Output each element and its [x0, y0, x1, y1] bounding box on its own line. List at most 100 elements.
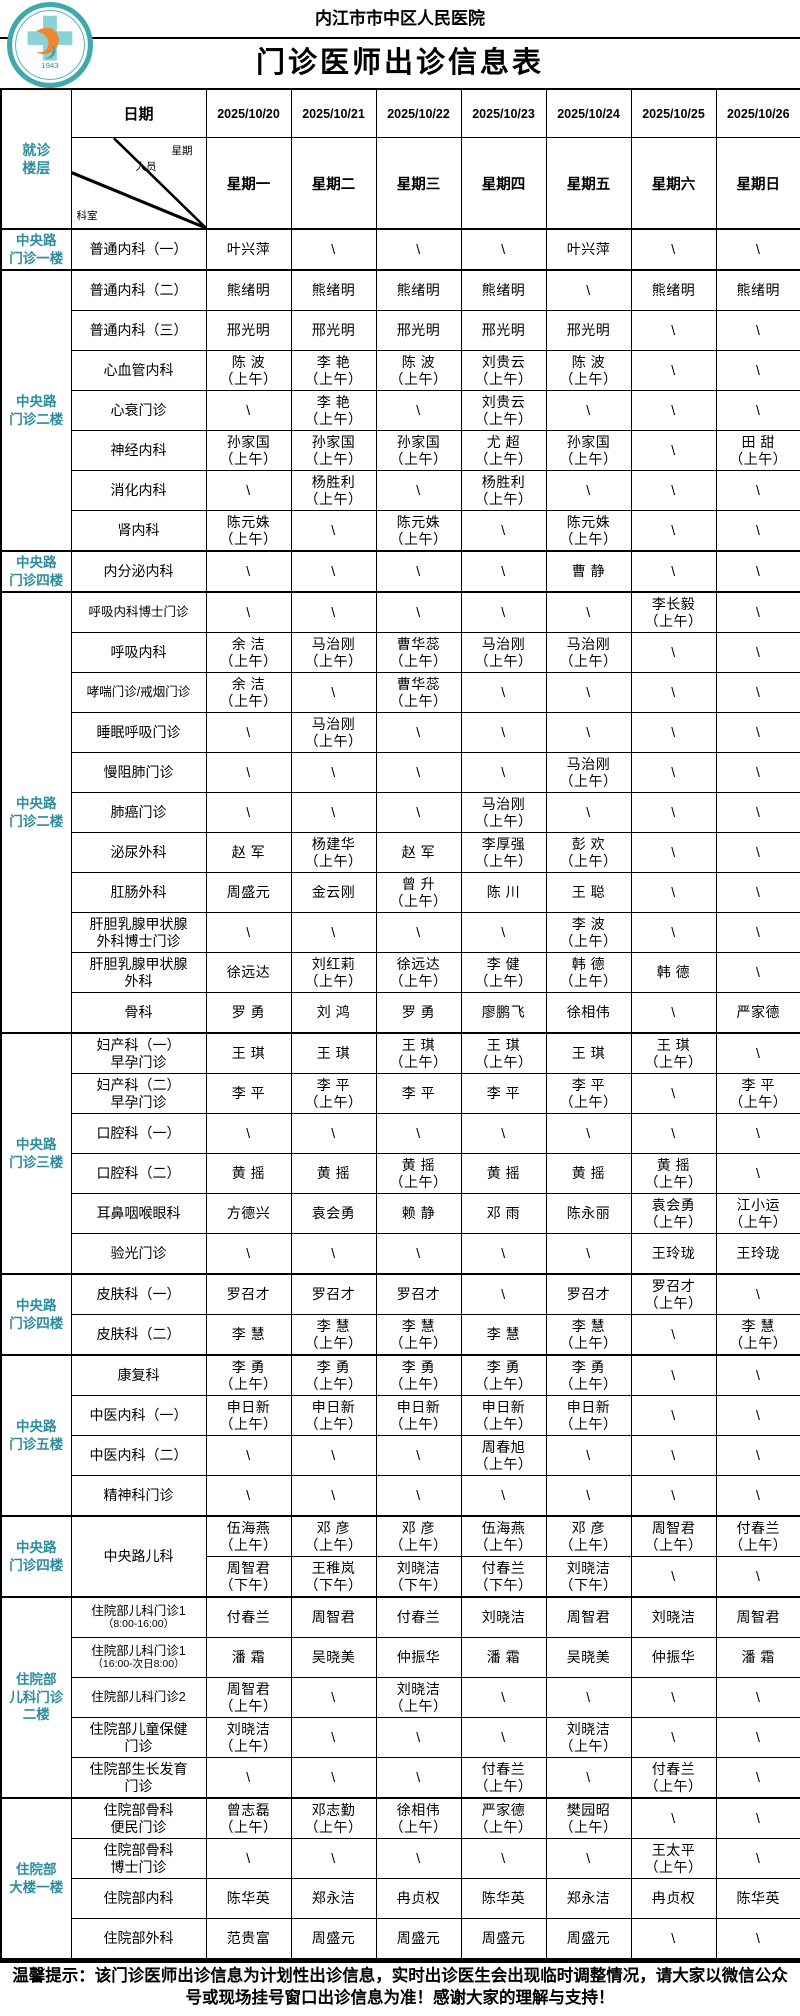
- department-name: 住院部儿科门诊1: [91, 1604, 186, 1619]
- schedule-cell: \: [630, 632, 717, 673]
- floor-label: 住院部 儿科门诊 二楼: [0, 1596, 72, 1799]
- department-name: 住院部儿童保健 门诊: [89, 1720, 188, 1754]
- schedule-cell: \: [205, 470, 292, 511]
- department-name: 皮肤科（一）: [96, 1286, 181, 1303]
- corner-header: 就诊 楼层: [0, 88, 72, 230]
- department-name: 精神科门诊: [103, 1487, 174, 1504]
- schedule-cell: 罗 勇: [205, 992, 292, 1034]
- schedule-body: 中央路 门诊一楼 普通内科（一） 叶兴萍 \ \ \ 叶兴萍 \ \ 中央路 门诊二楼 普通内科（二…: [0, 228, 800, 1960]
- department-cell: 哮喘门诊/戒烟门诊: [70, 672, 207, 713]
- schedule-cell: \: [630, 350, 717, 391]
- schedule-cell: 袁会勇 （上午）: [630, 1193, 717, 1234]
- schedule-cell: \: [375, 792, 462, 833]
- department-name: 妇产科（一） 早孕门诊: [96, 1036, 181, 1070]
- schedule-cell: \: [290, 1717, 377, 1758]
- schedule-cell: \: [715, 912, 800, 953]
- schedule-cell: 刘晓洁: [460, 1596, 547, 1638]
- schedule-cell: 申日新 （上午）: [545, 1395, 632, 1436]
- schedule-cell: \: [545, 1475, 632, 1517]
- schedule-cell: \: [715, 832, 800, 873]
- schedule-cell: \: [205, 1113, 292, 1154]
- diagonal-person-label: 人员: [135, 161, 157, 173]
- diagonal-header-cell: 星期 人员 科室: [70, 137, 207, 230]
- schedule-cell: \: [375, 1435, 462, 1476]
- schedule-cell: \: [375, 752, 462, 793]
- schedule-cell: 刘晓洁 （下午）: [545, 1556, 632, 1598]
- schedule-cell: 李厚强 （上午）: [460, 832, 547, 873]
- schedule-cell: 黄 摇: [205, 1153, 292, 1194]
- schedule-cell: 田 甜 （上午）: [715, 430, 800, 471]
- schedule-cell: 李 平 （上午）: [715, 1073, 800, 1114]
- schedule-cell: 罗召才: [205, 1273, 292, 1315]
- department-name: 中央路儿科: [103, 1548, 174, 1565]
- schedule-cell: 邓 彦 （上午）: [545, 1515, 632, 1557]
- schedule-cell: 邓 雨: [460, 1193, 547, 1234]
- schedule-row: 中央路 门诊四楼 内分泌内科 \ \ \ \ 曹 静 \ \: [0, 550, 800, 593]
- schedule-cell: 曹华蕊 （上午）: [375, 632, 462, 673]
- department-cell: 住院部儿科门诊2: [70, 1677, 207, 1718]
- schedule-cell: \: [460, 1233, 547, 1275]
- schedule-cell: 王 琪: [205, 1032, 292, 1074]
- schedule-cell: \: [630, 1314, 717, 1356]
- weekday-header-cell: 星期五: [545, 137, 632, 230]
- department-cell: 神经内科: [70, 430, 207, 471]
- department-name: 普通内科（二）: [89, 282, 188, 299]
- schedule-row: 心血管内科陈 波 （上午）李 艳 （上午）陈 波 （上午） 刘贵云 （上午）陈 波…: [1, 350, 800, 391]
- schedule-cell: \: [205, 792, 292, 833]
- schedule-cell: \: [715, 1395, 800, 1436]
- hospital-name: 内江市市中区人民医院: [0, 0, 800, 39]
- schedule-cell: \: [545, 1838, 632, 1879]
- department-name: 泌尿外科: [110, 844, 167, 861]
- schedule-cell: \: [205, 1475, 292, 1517]
- department-name: 住院部生长发育 门诊: [89, 1760, 188, 1794]
- schedule-cell: \: [290, 672, 377, 713]
- schedule-cell: 李 勇 （上午）: [545, 1354, 632, 1396]
- schedule-cell: 李 慧 （上午）: [545, 1314, 632, 1356]
- department-name: 神经内科: [110, 442, 167, 459]
- diagonal-dept-label: 科室: [76, 210, 98, 222]
- schedule-cell: 黄 摇: [460, 1153, 547, 1194]
- schedule-cell: \: [460, 228, 547, 271]
- schedule-cell: \: [715, 1032, 800, 1074]
- department-name: 肛肠外科: [110, 884, 167, 901]
- schedule-cell: \: [290, 510, 377, 552]
- schedule-cell: 徐远达 （上午）: [375, 952, 462, 993]
- schedule-cell: \: [460, 1677, 547, 1718]
- schedule-cell: 伍海燕 （上午）: [205, 1515, 292, 1557]
- schedule-cell: 付春兰 （上午）: [715, 1515, 800, 1557]
- schedule-cell: 陈华英: [205, 1878, 292, 1919]
- schedule-cell: \: [630, 1677, 717, 1718]
- schedule-cell: 方德兴: [205, 1193, 292, 1234]
- schedule-cell: \: [630, 550, 717, 593]
- diagonal-lines-icon: [72, 138, 205, 228]
- department-name: 哮喘门诊/戒烟门诊: [86, 685, 191, 700]
- floor-label: 中央路 门诊三楼: [0, 1032, 72, 1275]
- schedule-row: 中央路 门诊五楼 康复科李 勇 （上午）李 勇 （上午）李 勇 （上午）李 勇 （…: [0, 1354, 800, 1517]
- schedule-cell: 付春兰 （下午）: [460, 1556, 547, 1598]
- header-row-weekdays: 星期 人员 科室 星期一 星期二 星期三 星期四 星期五 星期六 星期日: [1, 137, 800, 230]
- department-cell: 心衰门诊: [70, 390, 207, 431]
- schedule-row: 耳鼻咽喉眼科 方德兴 袁会勇赖 静邓 雨陈永丽 袁会勇 （上午） 江小运 （上午）: [1, 1193, 800, 1234]
- schedule-cell: 付春兰: [205, 1596, 292, 1638]
- schedule-cell: 李 勇 （上午）: [375, 1354, 462, 1396]
- schedule-row: 中央路 门诊三楼 妇产科（一） 早孕门诊王 琪王 琪王 琪 （上午）王 琪 （上午…: [0, 1032, 800, 1275]
- schedule-cell: 周智君: [290, 1596, 377, 1638]
- schedule-cell: 付春兰 （上午）: [630, 1757, 717, 1799]
- schedule-cell: \: [715, 350, 800, 391]
- schedule-cell: 罗召才: [375, 1273, 462, 1315]
- department-hours: （16:00-次日8:00）: [92, 1658, 185, 1671]
- schedule-cell: \: [715, 390, 800, 431]
- schedule-cell: 王 琪: [290, 1032, 377, 1074]
- department-name: 慢阻肺门诊: [103, 764, 174, 781]
- department-cell: 中央路儿科: [70, 1515, 207, 1598]
- schedule-cell: 潘 霜: [205, 1637, 292, 1678]
- schedule-cell: 周智君 （下午）: [205, 1556, 292, 1598]
- schedule-cell: \: [290, 752, 377, 793]
- schedule-cell: 王太平 （上午）: [630, 1838, 717, 1879]
- schedule-cell: 周盛元: [375, 1918, 462, 1960]
- schedule-row: 骨科罗 勇刘 鸿罗 勇廖鹏飞 徐相伟 \ 严家德: [1, 992, 800, 1034]
- schedule-cell: \: [715, 470, 800, 511]
- department-cell: 普通内科（三）: [70, 310, 207, 351]
- schedule-cell: 马治刚 （上午）: [290, 712, 377, 753]
- schedule-cell: \: [630, 832, 717, 873]
